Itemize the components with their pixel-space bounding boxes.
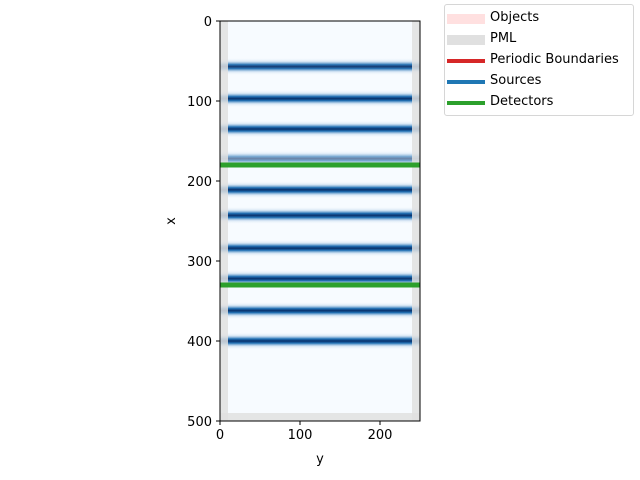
field-band-9 [220,301,420,320]
pml-left [220,21,228,421]
y-tick-label: 500 [187,415,212,430]
y-tick-label: 200 [187,175,212,190]
plot-frame [219,20,421,422]
y-tick-label: 400 [187,335,212,350]
legend-item-5: Detectors [445,93,633,114]
pml-layer [220,21,420,421]
y-tick-label: 0 [204,15,212,30]
legend-swatch [447,80,485,84]
legend-label: PML [490,31,517,46]
legend-swatch [447,59,485,63]
x-axis-ticks: 0 100 200 [216,421,393,443]
legend-swatch [447,101,485,105]
legend-label: Sources [490,73,542,88]
plot-border [219,20,421,422]
legend-label: Periodic Boundaries [490,52,619,67]
x-tick-label: 100 [288,428,313,443]
x-tick-label: 0 [216,428,224,443]
field-band-6 [220,206,420,225]
legend-item-2: PML [445,30,633,51]
field-band-7 [220,239,420,257]
legend-label: Detectors [490,94,554,109]
x-tick-label: 200 [368,428,393,443]
legend-item-1: Objects [445,9,633,30]
field-band-5 [220,181,420,199]
pml-bottom [220,413,420,421]
y-axis-label: x [164,217,179,225]
y-tick-label: 300 [187,255,212,270]
field-bands [220,57,420,350]
pml-right [412,21,420,421]
legend-swatch [447,14,485,24]
field-band-10 [220,332,420,350]
field-band-1 [220,57,420,76]
detector-layer [220,162,420,288]
legend-item-4: Sources [445,72,633,93]
x-axis-label: y [316,452,324,467]
legend-swatch [447,35,485,45]
legend-item-3: Periodic Boundaries [445,51,633,72]
field-band-2 [220,89,420,108]
field-band-3 [220,120,420,138]
y-axis-ticks: 0 100 200 300 400 500 [187,15,220,430]
legend: Objects PML Periodic Boundaries Sources Dete… [444,4,634,116]
legend-label: Objects [490,10,540,25]
y-tick-label: 100 [187,95,212,110]
